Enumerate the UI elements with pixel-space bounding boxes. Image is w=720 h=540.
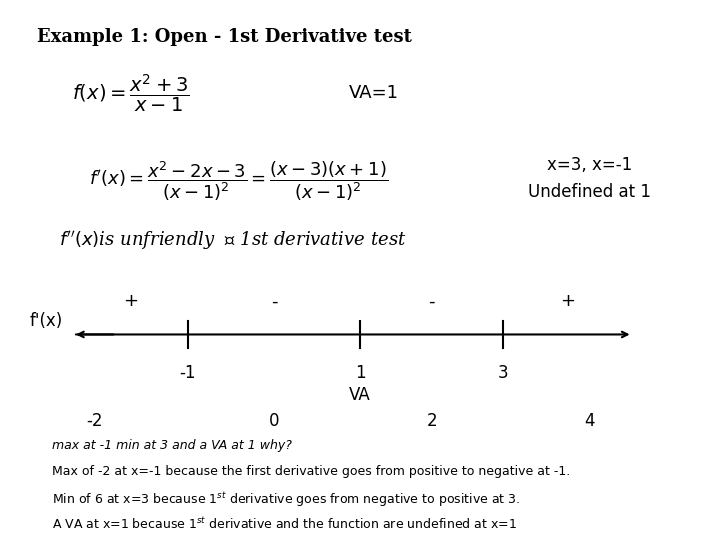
Text: Example 1: Open - 1st Derivative test: Example 1: Open - 1st Derivative test (37, 28, 412, 46)
Text: 3: 3 (498, 364, 509, 382)
Text: +: + (560, 292, 575, 310)
Text: A VA at x=1 because 1$^{st}$ derivative and the function are undefined at x=1: A VA at x=1 because 1$^{st}$ derivative … (52, 517, 516, 532)
Text: 0: 0 (269, 413, 279, 430)
Text: f'(x): f'(x) (30, 312, 63, 330)
Text: 1: 1 (355, 364, 365, 382)
Text: x=3, x=-1: x=3, x=-1 (547, 156, 632, 174)
Text: VA=1: VA=1 (349, 84, 400, 102)
Text: -1: -1 (179, 364, 196, 382)
Text: -: - (428, 292, 435, 310)
Text: 4: 4 (584, 413, 595, 430)
Text: +: + (123, 292, 138, 310)
Text: $f''(x)$is unfriendly  ∴ 1st derivative test: $f''(x)$is unfriendly ∴ 1st derivative t… (59, 229, 406, 252)
Text: -: - (271, 292, 277, 310)
Text: Min of 6 at x=3 because 1$^{st}$ derivative goes from negative to positive at 3.: Min of 6 at x=3 because 1$^{st}$ derivat… (52, 491, 520, 509)
Text: max at -1 min at 3 and a VA at 1 why?: max at -1 min at 3 and a VA at 1 why? (52, 439, 292, 452)
Text: 2: 2 (426, 413, 437, 430)
Text: -2: -2 (86, 413, 103, 430)
Text: VA: VA (349, 386, 371, 403)
Text: Max of -2 at x=-1 because the first derivative goes from positive to negative at: Max of -2 at x=-1 because the first deri… (52, 465, 570, 478)
Text: Undefined at 1: Undefined at 1 (528, 183, 651, 201)
Text: $f(x)=\dfrac{x^2+3}{x-1}$: $f(x)=\dfrac{x^2+3}{x-1}$ (72, 72, 189, 114)
Text: $f'(x)=\dfrac{x^2-2x-3}{(x-1)^2}=\dfrac{(x-3)(x+1)}{(x-1)^2}$: $f'(x)=\dfrac{x^2-2x-3}{(x-1)^2}=\dfrac{… (89, 159, 387, 203)
